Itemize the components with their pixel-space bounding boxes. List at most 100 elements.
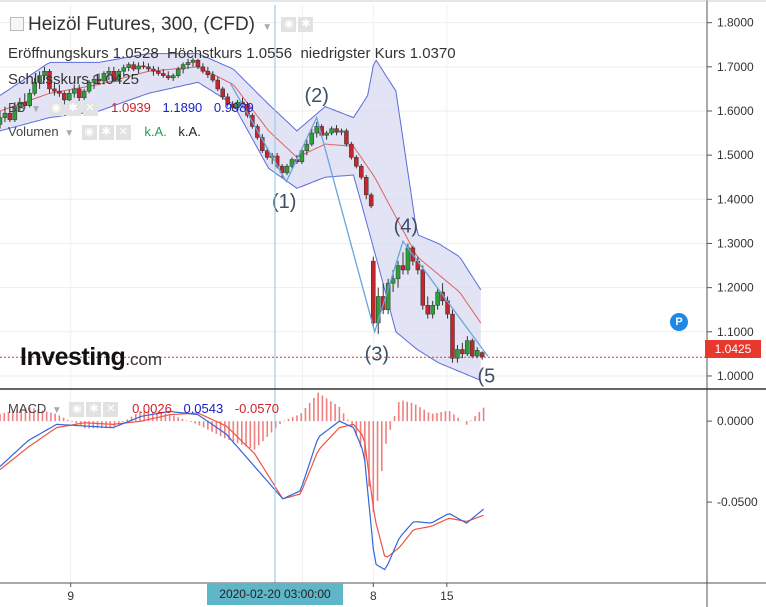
close-icon[interactable]: ✕ bbox=[82, 101, 98, 117]
volume-value-2: k.A. bbox=[178, 124, 201, 139]
eye-icon[interactable]: ◉ bbox=[69, 402, 85, 418]
macd-tick-label: 0.0000 bbox=[717, 414, 754, 428]
chevron-down-icon[interactable]: ▼ bbox=[64, 128, 75, 139]
candlesticks bbox=[0, 57, 485, 363]
candle-body bbox=[17, 101, 23, 107]
macd-tick-label: -0.0500 bbox=[717, 495, 758, 509]
candle-body bbox=[304, 143, 310, 151]
gear-icon[interactable]: ✱ bbox=[65, 101, 81, 117]
macd-label: MACD bbox=[8, 401, 47, 416]
ohlc-readout: Eröffnungskurs 1.0528 Höchstkurs 1.0556 … bbox=[8, 45, 456, 62]
close-value: 1.0425 bbox=[93, 71, 139, 88]
gear-icon[interactable]: ✱ bbox=[298, 17, 314, 33]
candle-body bbox=[299, 150, 305, 163]
candle-body bbox=[205, 70, 211, 76]
candle-body bbox=[22, 101, 27, 106]
candle-body bbox=[284, 165, 290, 174]
logo-suffix: .com bbox=[125, 350, 163, 369]
candle-body bbox=[264, 150, 270, 158]
candle-body bbox=[0, 117, 3, 125]
y-tick-label: 1.5000 bbox=[717, 148, 754, 162]
candle-body bbox=[47, 70, 52, 90]
candle-body bbox=[101, 73, 107, 82]
candle-body bbox=[126, 64, 131, 68]
candle-body bbox=[81, 90, 87, 98]
chevron-down-icon[interactable]: ▼ bbox=[30, 104, 41, 115]
macd-line bbox=[0, 410, 484, 571]
p-badge[interactable]: P bbox=[670, 313, 688, 331]
y-tick-label: 1.8000 bbox=[717, 16, 754, 30]
candle-body bbox=[215, 79, 221, 90]
candle-body bbox=[230, 104, 235, 108]
candle-body bbox=[470, 340, 475, 357]
wave-label: (2) bbox=[305, 85, 329, 107]
candle-body bbox=[349, 143, 354, 158]
gear-icon[interactable]: ✱ bbox=[86, 402, 102, 418]
candle-body bbox=[62, 93, 67, 101]
chevron-down-icon[interactable]: ▼ bbox=[262, 22, 273, 33]
candle-body bbox=[420, 269, 426, 306]
candle-body bbox=[175, 68, 181, 76]
gear-icon[interactable]: ✱ bbox=[98, 125, 114, 141]
x-tick-label: 15 bbox=[440, 589, 454, 603]
eye-icon[interactable]: ◉ bbox=[81, 125, 97, 141]
bollinger-band-area bbox=[0, 53, 481, 381]
candle-body bbox=[121, 67, 126, 72]
candle-body bbox=[400, 265, 406, 271]
candle-body bbox=[200, 66, 206, 72]
bb-upper-line bbox=[0, 53, 482, 291]
eye-icon[interactable]: ◉ bbox=[48, 101, 64, 117]
candle-body bbox=[339, 130, 344, 133]
y-tick-label: 1.6000 bbox=[717, 104, 754, 118]
y-tick-label: 1.3000 bbox=[717, 236, 754, 250]
investing-logo: Investing.com bbox=[20, 343, 162, 372]
candle-body bbox=[324, 132, 329, 136]
logo-brand: Investing bbox=[20, 343, 126, 371]
chevron-down-icon[interactable]: ▼ bbox=[51, 405, 62, 416]
candle-body bbox=[86, 82, 92, 92]
candle-body bbox=[334, 128, 339, 133]
bb-value-lower: 0.9989 bbox=[213, 100, 254, 115]
elliott-wave-labels: (1) (2) (3) (4) (5 bbox=[272, 85, 495, 387]
candle-body bbox=[474, 350, 480, 357]
candle-body bbox=[111, 70, 117, 80]
candle-body bbox=[106, 70, 112, 74]
collapse-icon[interactable] bbox=[10, 16, 24, 31]
candle-body bbox=[170, 75, 176, 79]
wave-label: (4) bbox=[394, 215, 418, 237]
wave-label: (3) bbox=[365, 344, 389, 366]
bb-indicator-legend: BB ▼ ◉ ✱ ✕ 1.0939 1.1890 0.9989 bbox=[8, 100, 254, 117]
candle-body bbox=[57, 90, 62, 94]
candle-body bbox=[156, 70, 161, 74]
macd-indicator-legend: MACD ▼ ◉ ✱ ✕ 0.0026 0.0543 -0.0570 bbox=[8, 401, 279, 418]
candle-body bbox=[309, 132, 315, 145]
candle-body bbox=[67, 93, 72, 101]
candle-body bbox=[395, 265, 401, 280]
candle-body bbox=[460, 349, 465, 355]
candle-body bbox=[465, 340, 470, 355]
wave-label: (5 bbox=[478, 366, 496, 388]
close-icon[interactable]: ✕ bbox=[103, 402, 119, 418]
macd-value-signal: -0.0570 bbox=[234, 401, 279, 416]
candle-body bbox=[2, 112, 8, 118]
candle-body bbox=[7, 112, 13, 121]
candle-body bbox=[32, 82, 37, 94]
candle-body bbox=[425, 305, 430, 315]
crosshair-time-label: 2020-02-20 03:00:00 bbox=[207, 583, 343, 605]
candle-body bbox=[146, 66, 151, 70]
candle-body bbox=[42, 70, 47, 76]
bb-middle-line bbox=[0, 66, 482, 324]
chart-title: Heizöl Futures, 300, (CFD) ▼ ◉ ✱ bbox=[10, 14, 315, 36]
close-icon[interactable]: ✕ bbox=[115, 125, 131, 141]
volume-value-1: k.A. bbox=[144, 124, 167, 139]
candle-body bbox=[440, 291, 445, 302]
bb-value-upper: 1.1890 bbox=[162, 100, 203, 115]
candle-body bbox=[136, 65, 141, 70]
candle-body bbox=[289, 159, 295, 167]
candle-body bbox=[116, 70, 122, 80]
open-label: Eröffnungskurs bbox=[8, 45, 109, 62]
eye-icon[interactable]: ◉ bbox=[281, 17, 297, 33]
candle-body bbox=[180, 64, 186, 70]
